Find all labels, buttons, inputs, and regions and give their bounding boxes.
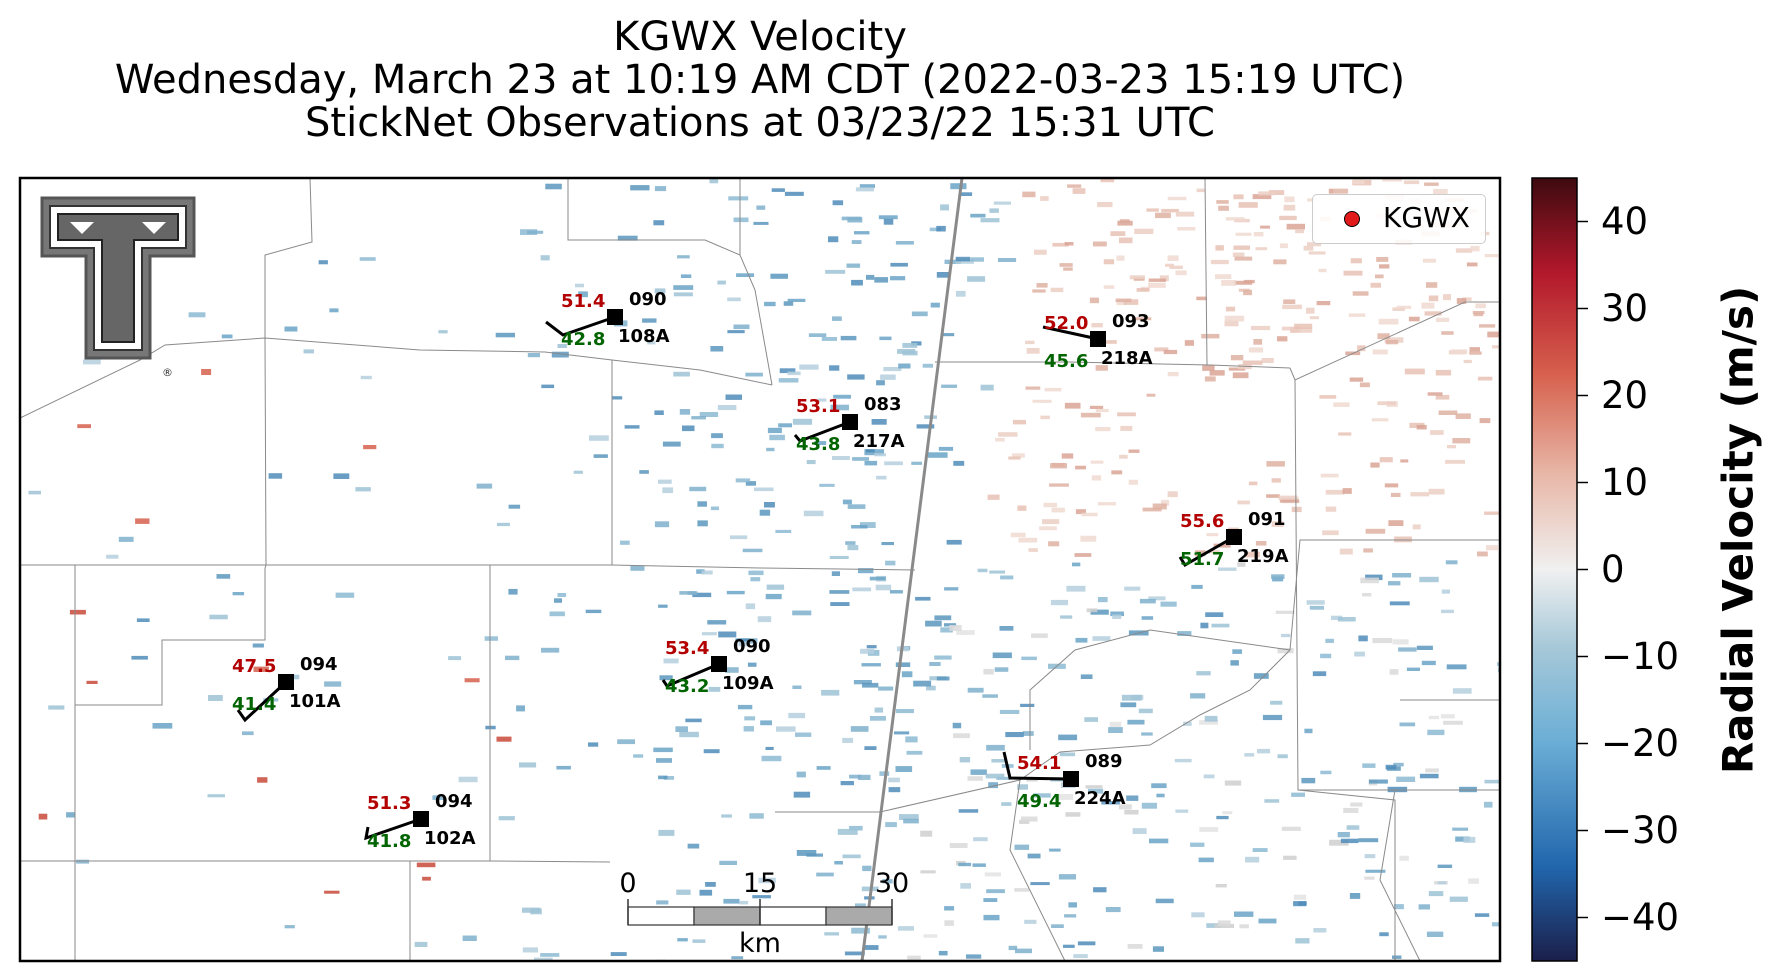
station-dewpoint: 45.6 (1044, 351, 1088, 372)
station-dewpoint: 42.8 (561, 329, 605, 350)
station-temperature: 53.1 (796, 396, 840, 417)
wind-barb-icon (793, 420, 851, 443)
station-dewpoint: 41.8 (367, 831, 411, 852)
registered-mark: ® (162, 366, 173, 379)
colorbar-tick-label: 40 (1601, 199, 1649, 243)
scale-segment (693, 906, 761, 926)
wind-barb-icon (1042, 325, 1099, 341)
colorbar-tick-label: 30 (1601, 286, 1649, 330)
station-wind-direction: 089 (1085, 751, 1123, 772)
colorbar-tick-label: −40 (1601, 895, 1680, 939)
station-id: 102A (424, 828, 476, 849)
station-marker-icon (1090, 331, 1106, 347)
station-marker-icon (607, 309, 623, 325)
wind-barb-icon (236, 680, 288, 723)
station-218A: 52.0 093 45.6 218A (1042, 311, 1153, 372)
chart-subtitle-time: Wednesday, March 23 at 10:19 AM CDT (202… (114, 57, 1406, 103)
station-224A: 54.1 089 49.4 224A (1002, 751, 1126, 812)
station-217A: 53.1 083 43.8 217A (793, 394, 905, 455)
station-temperature: 54.1 (1017, 753, 1061, 774)
station-temperature: 53.4 (665, 638, 709, 659)
station-id: 219A (1237, 546, 1289, 567)
texas-tech-logo: ® (40, 196, 196, 379)
station-marker-icon (1226, 529, 1242, 545)
station-marker-icon (413, 811, 429, 827)
sticknet-observations: 51.4 090 42.8 108A 52.0 093 45.6 218A 53.1 083 43.… (232, 289, 1289, 852)
wind-barb-icon (364, 817, 422, 841)
radar-site-marker-icon (1344, 211, 1360, 227)
station-temperature: 51.4 (561, 291, 605, 312)
station-wind-direction: 094 (435, 791, 473, 812)
station-id: 224A (1074, 788, 1126, 809)
map-background (20, 178, 1500, 961)
station-wind-direction: 094 (300, 654, 338, 675)
scale-tick-15: 15 (742, 868, 778, 899)
station-temperature: 52.0 (1044, 313, 1088, 334)
wind-barb-icon (661, 662, 720, 688)
station-id: 101A (289, 691, 341, 712)
station-id: 108A (618, 326, 670, 347)
scale-tick-30: 30 (874, 868, 910, 899)
station-id: 109A (722, 673, 774, 694)
station-102A: 51.3 094 41.8 102A (364, 791, 476, 852)
station-id: 217A (853, 431, 905, 452)
station-temperature: 47.5 (232, 656, 276, 677)
scale-segment (759, 906, 827, 926)
station-dewpoint: 43.8 (796, 434, 840, 455)
colorbar-tick-label: 10 (1601, 460, 1649, 504)
legend-label: KGWX (1383, 201, 1470, 234)
station-109A: 53.4 090 43.2 109A (661, 636, 774, 697)
station-219A: 55.6 091 51.7 219A (1178, 509, 1289, 570)
wind-barb-icon (1178, 535, 1235, 568)
radar-velocity-field (28, 178, 1500, 961)
station-dewpoint: 41.4 (232, 694, 276, 715)
colorbar-tick-label: −10 (1601, 634, 1680, 678)
station-id: 218A (1101, 348, 1153, 369)
station-dewpoint: 43.2 (665, 676, 709, 697)
colorbar-title: Radial Velocity (m/s) (1713, 285, 1763, 775)
colorbar-tick-label: 0 (1601, 547, 1625, 591)
chart-title: KGWX Velocity (613, 14, 907, 60)
colorbar-tick-label: 20 (1601, 373, 1649, 417)
legend: KGWX (1312, 194, 1486, 244)
station-dewpoint: 49.4 (1017, 791, 1061, 812)
colorbar-ticks (1577, 220, 1588, 919)
colorbar-tick-label: −30 (1601, 808, 1680, 852)
map-frame (18, 176, 1502, 963)
colorbar-tick-label: −20 (1601, 721, 1680, 765)
station-marker-icon (711, 656, 727, 672)
radar-sweep-line (860, 178, 964, 961)
station-108A: 51.4 090 42.8 108A (545, 289, 670, 350)
wind-barb-icon (545, 315, 616, 337)
wind-barb-icon (1002, 751, 1072, 781)
colorbar (1531, 177, 1578, 962)
station-wind-direction: 093 (1112, 311, 1150, 332)
station-temperature: 51.3 (367, 793, 411, 814)
scale-segment (627, 906, 695, 926)
station-marker-icon (842, 414, 858, 430)
station-101A: 47.5 094 41.4 101A (232, 654, 341, 723)
chart-subtitle-obs: StickNet Observations at 03/23/22 15:31 … (305, 100, 1215, 146)
station-dewpoint: 51.7 (1180, 549, 1224, 570)
county-boundaries (20, 178, 1500, 961)
station-marker-icon (1063, 771, 1079, 787)
station-wind-direction: 091 (1248, 509, 1286, 530)
scale-tick-0: 0 (619, 868, 637, 899)
station-marker-icon (278, 674, 294, 690)
station-temperature: 55.6 (1180, 511, 1224, 532)
station-wind-direction: 083 (864, 394, 902, 415)
station-wind-direction: 090 (733, 636, 771, 657)
scale-bar (627, 899, 893, 926)
scale-unit: km (739, 928, 781, 959)
station-wind-direction: 090 (629, 289, 667, 310)
scale-segment (825, 906, 893, 926)
